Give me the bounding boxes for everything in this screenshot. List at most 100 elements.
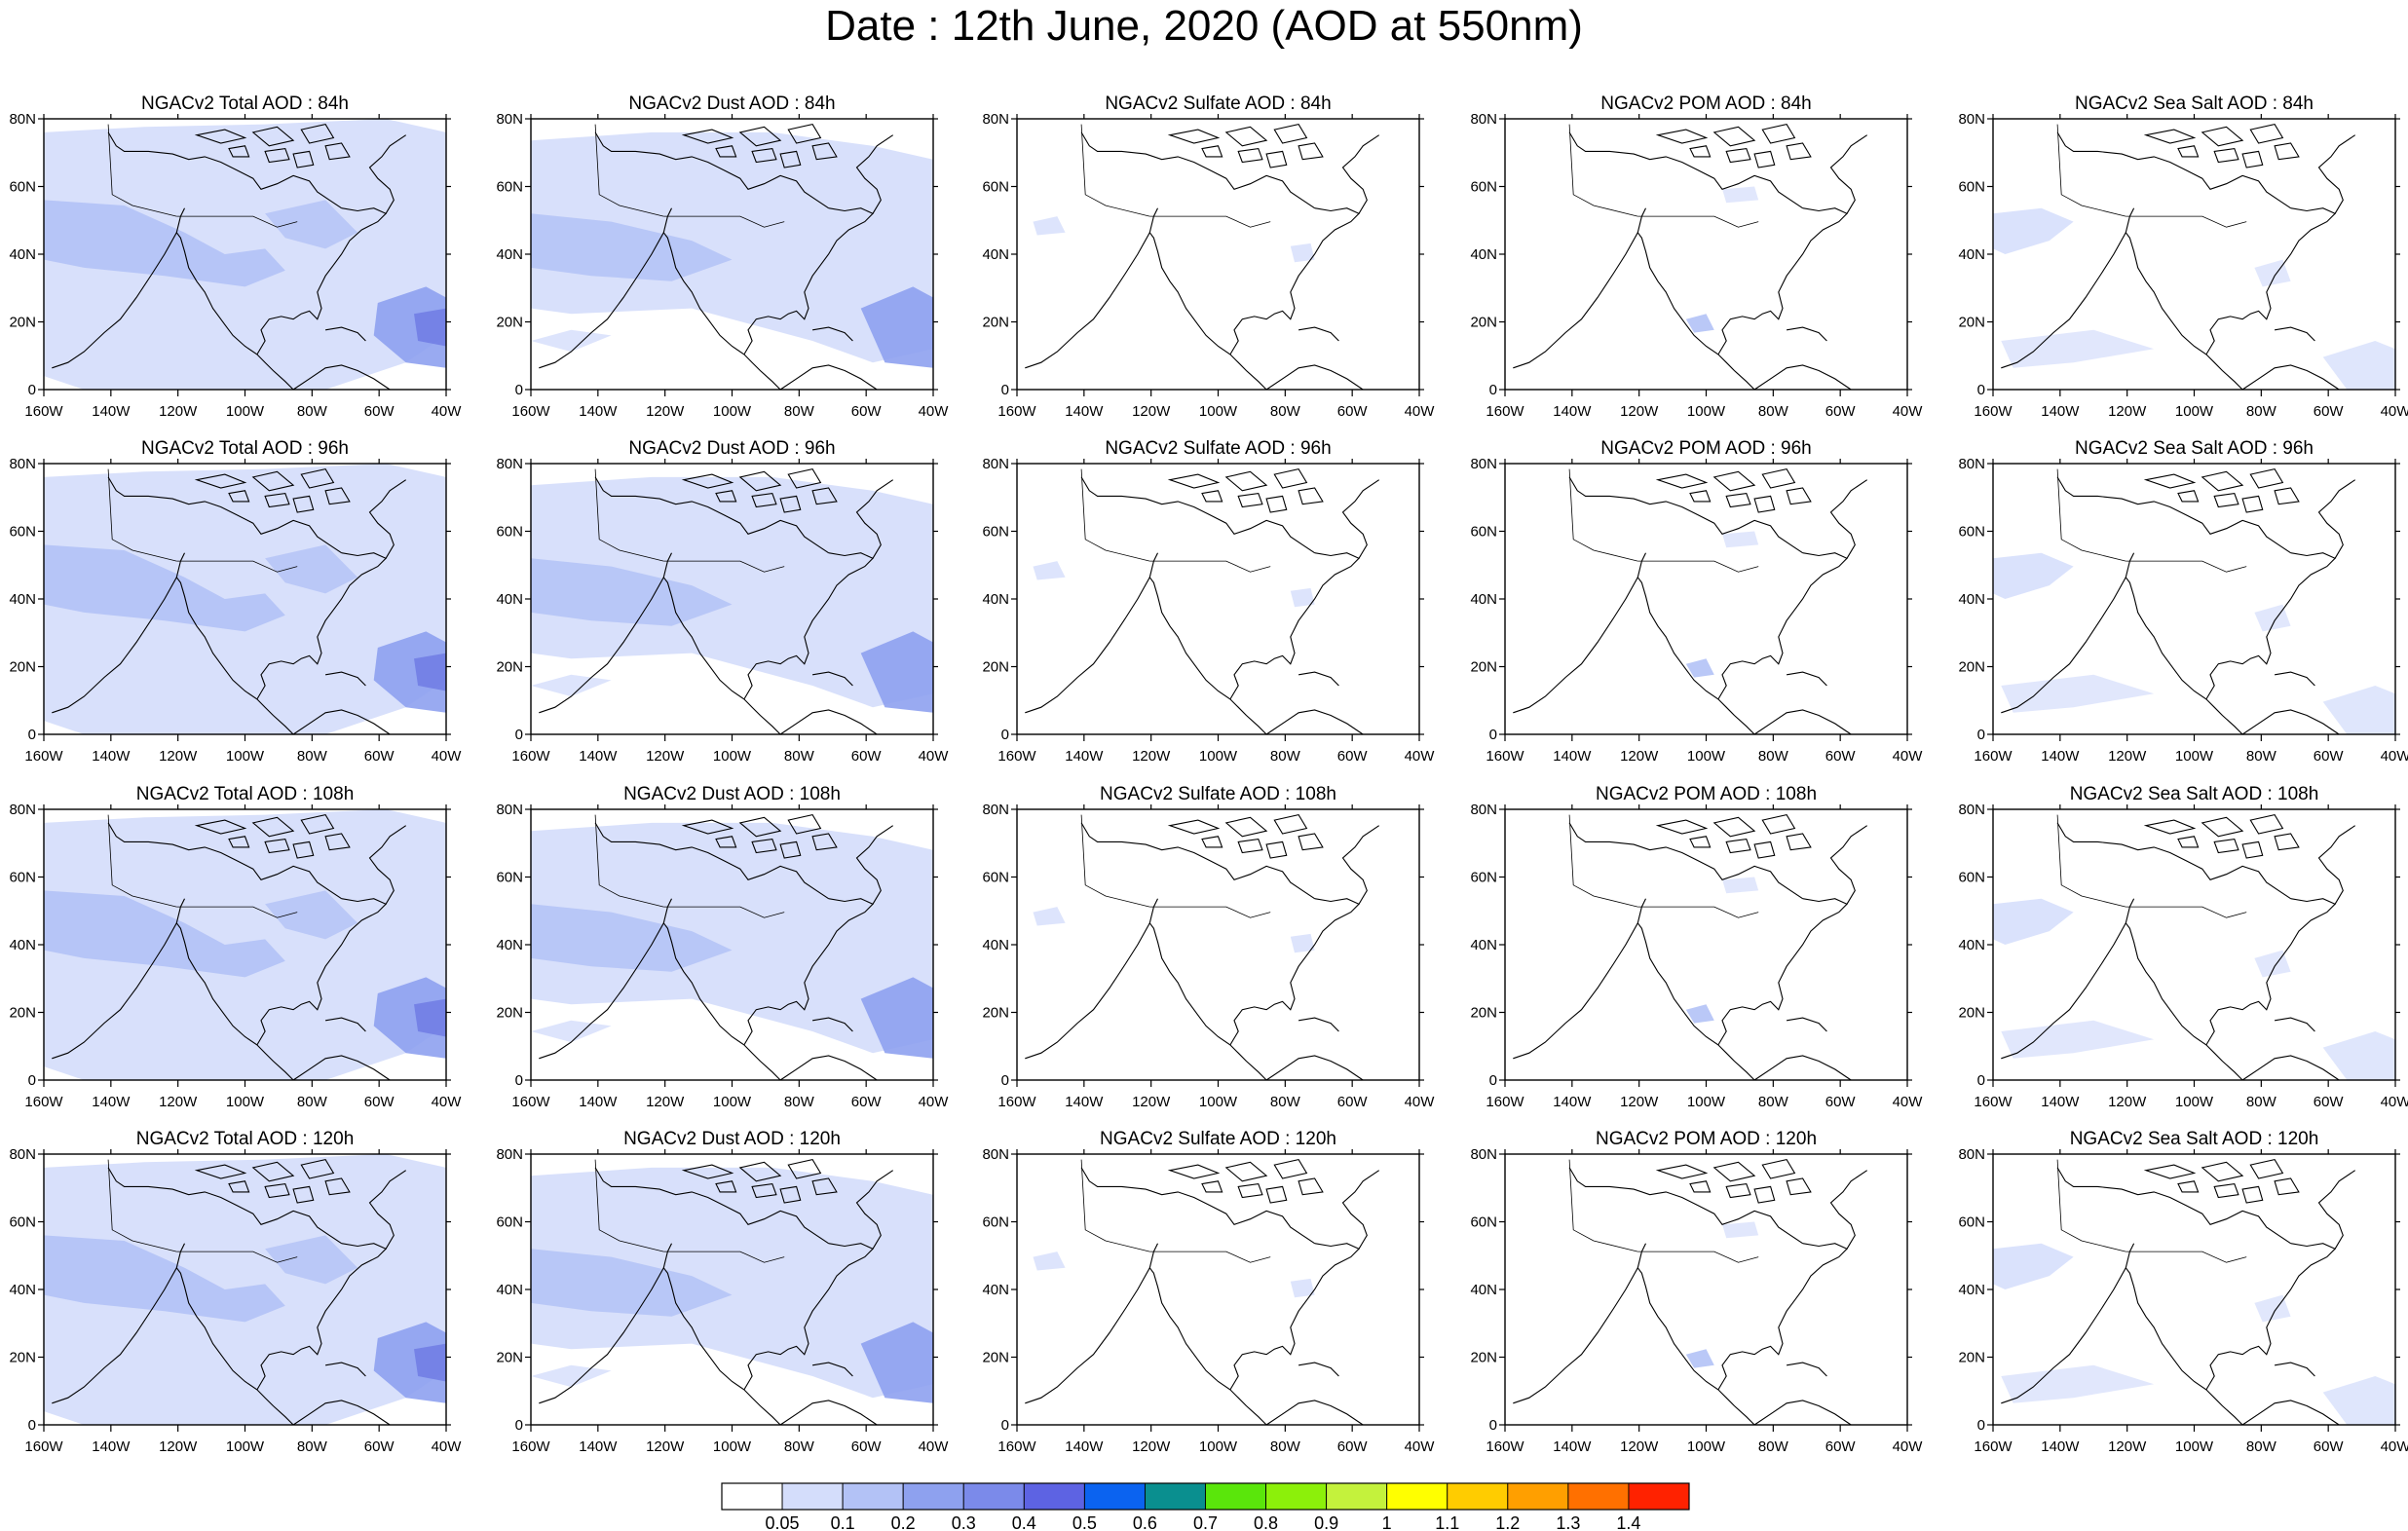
arctic-island — [2274, 142, 2300, 161]
political-border — [594, 1159, 785, 1263]
lon-tick-label: 140W — [1065, 403, 1104, 420]
arctic-island — [194, 129, 247, 144]
arctic-island — [1725, 492, 1751, 508]
us-canada-border — [1149, 560, 1271, 573]
coastline-segment — [1829, 825, 1868, 905]
arctic-island — [264, 147, 290, 164]
coastline-segment — [1148, 922, 1267, 1081]
arctic-island — [2241, 1185, 2264, 1204]
panel-title: NGACv2 Dust AOD : 84h — [628, 93, 835, 114]
coastline-segment — [2001, 552, 2135, 714]
arctic-island — [2249, 1158, 2284, 1179]
coastline-segment — [325, 1017, 366, 1032]
coastline-segment — [1298, 1362, 1339, 1377]
map-panel-seasalt-120h: NGACv2 Sea Salt AOD : 120h 160W 140W 120W 10… — [1958, 1129, 2408, 1455]
coastline — [1513, 467, 1868, 735]
arctic-island — [194, 473, 247, 489]
lat-tick-label: 20N — [982, 1005, 1009, 1022]
arctic-island — [1655, 1164, 1709, 1179]
arctic-island — [2213, 1182, 2239, 1199]
map-panel-sulfate-120h: NGACv2 Sulfate AOD : 120h 160W 140W 120W 100… — [982, 1129, 1435, 1455]
coastline-segment — [1148, 577, 1267, 735]
political-border — [594, 468, 785, 573]
lon-tick-label: 80W — [784, 748, 815, 765]
panel-title: NGACv2 Sulfate AOD : 108h — [1100, 784, 1336, 804]
arctic-island — [1273, 123, 1308, 144]
coastline-segment — [1568, 822, 1803, 900]
political-border — [1080, 1159, 1271, 1263]
panel-title: NGACv2 Total AOD : 120h — [136, 1129, 355, 1149]
lat-tick-label: 80N — [1470, 111, 1497, 128]
coastline-segment — [1229, 898, 1360, 1046]
lon-tick-label: 60W — [851, 1094, 883, 1110]
coastline-segment — [107, 476, 342, 554]
map-background — [1017, 119, 1419, 390]
aod-field-patch — [414, 1343, 446, 1382]
lon-tick-label: 140W — [2041, 403, 2080, 420]
lat-tick-label: 20N — [496, 315, 523, 331]
arctic-island — [1712, 470, 1756, 492]
coastline-segment — [812, 326, 853, 342]
lon-tick-label: 120W — [1132, 748, 1171, 765]
lon-tick-label: 100W — [1687, 403, 1726, 420]
arctic-island — [1712, 1161, 1756, 1182]
arctic-island — [1237, 492, 1263, 508]
coastline-segment — [539, 898, 672, 1060]
lon-tick-label: 80W — [2246, 1094, 2277, 1110]
lon-tick-label: 120W — [2108, 1438, 2147, 1455]
lon-tick-label: 60W — [2314, 748, 2345, 765]
coastline-segment — [594, 476, 829, 554]
coastline-segment — [2205, 898, 2337, 1046]
lon-tick-label: 120W — [1132, 1438, 1171, 1455]
aod-field-patch — [44, 544, 285, 632]
coastline — [1025, 123, 1380, 391]
aod-field-patch — [373, 286, 446, 368]
aod-field-patch — [44, 890, 285, 978]
coastline-segment — [368, 1170, 407, 1250]
lon-tick-label: 120W — [646, 748, 685, 765]
coastline-segment — [1025, 1243, 1158, 1404]
lon-tick-label: 160W — [997, 748, 1036, 765]
lat-tick-label: 40N — [982, 937, 1009, 953]
coastline-segment — [2317, 479, 2356, 559]
alaska-border — [1568, 814, 1638, 908]
coastline-segment — [2056, 822, 2291, 900]
lon-tick-label: 80W — [1758, 1094, 1789, 1110]
lon-tick-label: 160W — [511, 403, 550, 420]
arctic-island — [779, 1185, 802, 1204]
coastline-segment — [52, 552, 185, 714]
coastline-segment — [325, 326, 366, 342]
aod-field-patch — [1033, 907, 1066, 926]
arctic-island — [1761, 813, 1796, 835]
lon-tick-label: 60W — [1825, 1438, 1857, 1455]
lon-tick-label: 140W — [579, 1438, 618, 1455]
arctic-island — [1298, 833, 1324, 851]
lat-tick-label: 80N — [9, 456, 36, 472]
lat-tick-label: 80N — [1958, 1146, 1985, 1163]
lon-tick-label: 60W — [2314, 1094, 2345, 1110]
lon-tick-label: 120W — [1620, 1094, 1659, 1110]
arctic-island — [2213, 838, 2239, 854]
arctic-island — [751, 838, 777, 854]
lon-tick-label: 60W — [1825, 1094, 1857, 1110]
arctic-island — [1655, 129, 1709, 144]
lon-tick-label: 80W — [2246, 748, 2277, 765]
political-border — [1080, 468, 1271, 573]
map-panel-dust-84h: NGACv2 Dust AOD : 84h 160W 140W 120W 100W 80W… — [496, 93, 949, 420]
coastline-segment — [743, 207, 874, 355]
lon-tick-label: 40W — [1405, 403, 1436, 420]
figure-title: Date : 12th June, 2020 (AOD at 550nm) — [825, 2, 1583, 50]
coastline-segment — [1513, 898, 1646, 1060]
coastline-segment — [539, 1243, 672, 1404]
coastline-segment — [1717, 1243, 1848, 1391]
coastline-segment — [175, 922, 294, 1081]
panel-title: NGACv2 Sea Salt AOD : 84h — [2075, 93, 2314, 114]
coastline-segment — [1753, 1055, 1852, 1081]
lon-tick-label: 140W — [579, 403, 618, 420]
panel-title: NGACv2 Sea Salt AOD : 120h — [2070, 1129, 2319, 1149]
lon-tick-label: 40W — [1893, 748, 1924, 765]
aod-field-patch — [1993, 552, 2074, 599]
us-canada-border — [176, 215, 298, 228]
lat-tick-label: 80N — [1958, 802, 1985, 818]
lon-tick-label: 120W — [2108, 748, 2147, 765]
